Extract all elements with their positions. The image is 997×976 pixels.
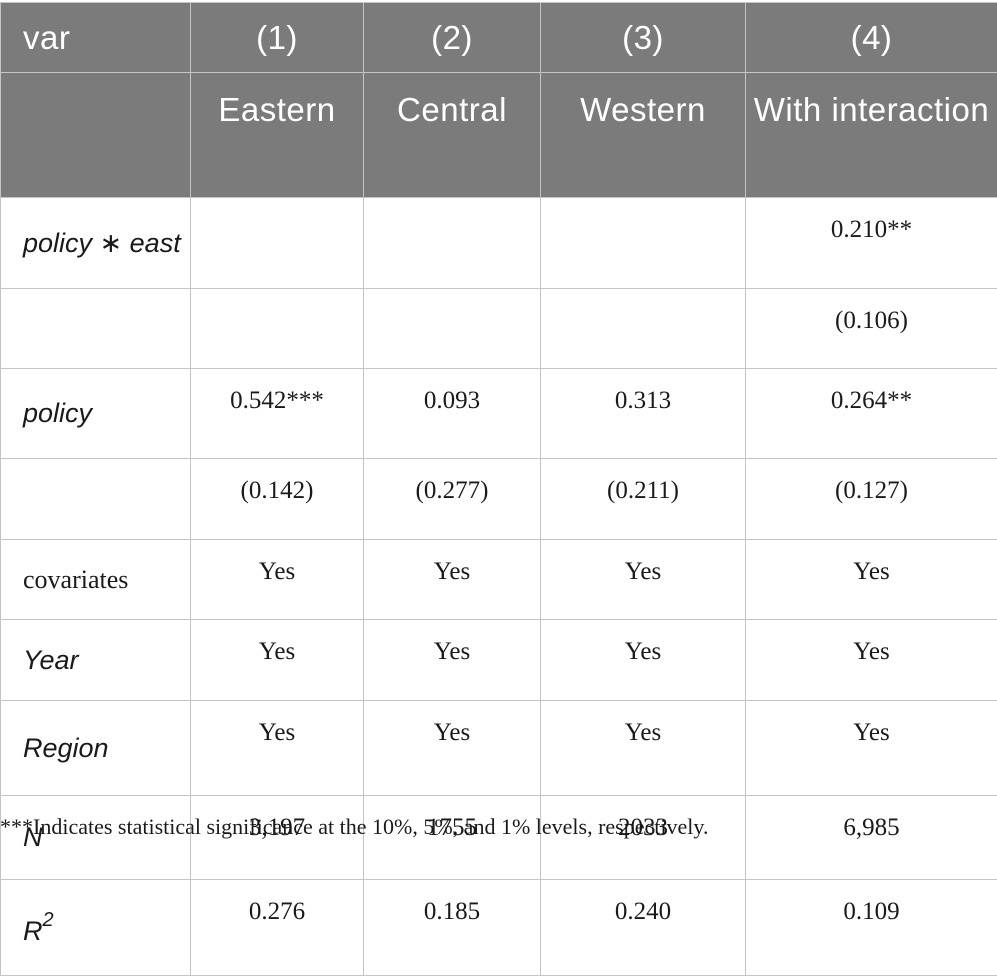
column-number-2: (2) bbox=[364, 3, 541, 73]
header-row-numbers: var (1) (2) (3) (4) bbox=[1, 3, 997, 73]
column-name-4: With interaction bbox=[746, 73, 997, 198]
table-footnote: ***Indicates statistical significance at… bbox=[0, 814, 997, 840]
r-squared-base: R bbox=[23, 916, 43, 946]
column-name-2: Central bbox=[364, 73, 541, 198]
cell: (0.277) bbox=[364, 459, 541, 540]
table-row: (0.142) (0.277) (0.211) (0.127) bbox=[1, 459, 997, 540]
column-number-4: (4) bbox=[746, 3, 997, 73]
cell: (0.142) bbox=[191, 459, 364, 540]
cell: 0.313 bbox=[541, 369, 746, 459]
table-body: policy ∗ east 0.210** (0.106) policy 0.5… bbox=[1, 198, 997, 976]
cell: Yes bbox=[541, 701, 746, 796]
r-squared-exponent: 2 bbox=[43, 909, 54, 931]
cell bbox=[191, 198, 364, 289]
cell bbox=[541, 198, 746, 289]
table-row: policy ∗ east 0.210** bbox=[1, 198, 997, 289]
cell: Yes bbox=[191, 540, 364, 620]
cell: Yes bbox=[746, 540, 997, 620]
header-row-names: Eastern Central Western With interaction bbox=[1, 73, 997, 198]
cell: Yes bbox=[364, 540, 541, 620]
row-label-blank bbox=[1, 459, 191, 540]
cell: Yes bbox=[541, 540, 746, 620]
cell: 0.264** bbox=[746, 369, 997, 459]
row-label-region: Region bbox=[1, 701, 191, 796]
column-number-3: (3) bbox=[541, 3, 746, 73]
cell: (0.211) bbox=[541, 459, 746, 540]
cell: 0.210** bbox=[746, 198, 997, 289]
row-label-year: Year bbox=[1, 620, 191, 701]
cell: (0.127) bbox=[746, 459, 997, 540]
cell: Yes bbox=[541, 620, 746, 701]
var-column-header-blank bbox=[1, 73, 191, 198]
table-row: covariates Yes Yes Yes Yes bbox=[1, 540, 997, 620]
cell bbox=[364, 289, 541, 369]
cell: (0.106) bbox=[746, 289, 997, 369]
cell bbox=[364, 198, 541, 289]
cell: Yes bbox=[191, 701, 364, 796]
table-row: R2 0.276 0.185 0.240 0.109 bbox=[1, 880, 997, 976]
var-column-header: var bbox=[1, 3, 191, 73]
table-header: var (1) (2) (3) (4) Eastern Central West… bbox=[1, 3, 997, 198]
row-label-r-squared: R2 bbox=[1, 880, 191, 976]
cell: Yes bbox=[364, 620, 541, 701]
table-row: (0.106) bbox=[1, 289, 997, 369]
table-row: Year Yes Yes Yes Yes bbox=[1, 620, 997, 701]
column-name-3: Western bbox=[541, 73, 746, 198]
row-label-policy-east: policy ∗ east bbox=[1, 198, 191, 289]
cell bbox=[191, 289, 364, 369]
cell: 0.093 bbox=[364, 369, 541, 459]
row-label-covariates: covariates bbox=[1, 540, 191, 620]
cell: 0.109 bbox=[746, 880, 997, 976]
cell: 0.542*** bbox=[191, 369, 364, 459]
cell bbox=[541, 289, 746, 369]
row-label-blank bbox=[1, 289, 191, 369]
cell: Yes bbox=[364, 701, 541, 796]
cell: Yes bbox=[746, 620, 997, 701]
table-row: policy 0.542*** 0.093 0.313 0.264** bbox=[1, 369, 997, 459]
cell: Yes bbox=[191, 620, 364, 701]
cell: 0.240 bbox=[541, 880, 746, 976]
row-label-policy: policy bbox=[1, 369, 191, 459]
table-row: Region Yes Yes Yes Yes bbox=[1, 701, 997, 796]
column-name-1: Eastern bbox=[191, 73, 364, 198]
cell: 0.185 bbox=[364, 880, 541, 976]
cell: Yes bbox=[746, 701, 997, 796]
cell: 0.276 bbox=[191, 880, 364, 976]
column-number-1: (1) bbox=[191, 3, 364, 73]
